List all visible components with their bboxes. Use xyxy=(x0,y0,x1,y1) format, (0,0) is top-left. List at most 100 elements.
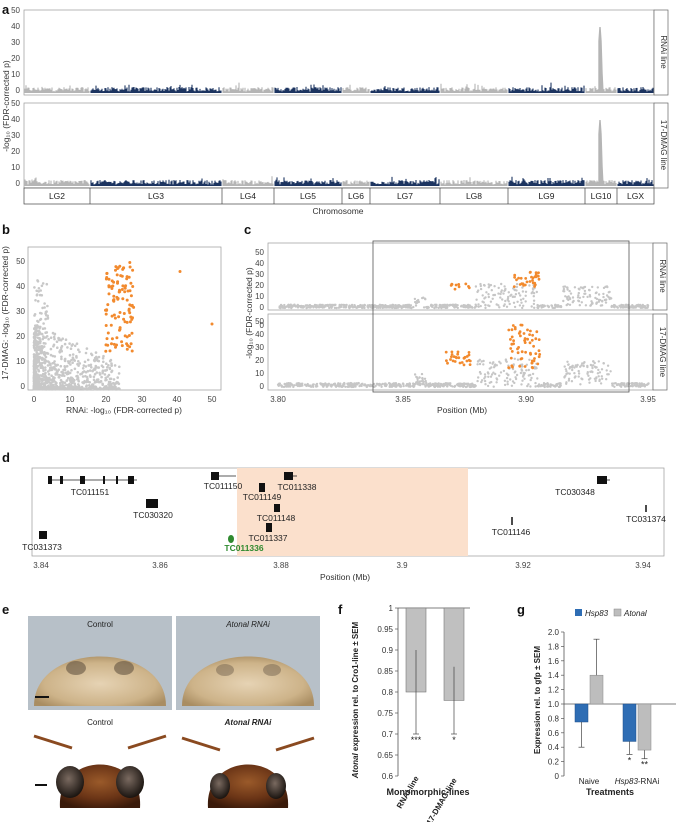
region-point xyxy=(483,297,486,300)
manhattan-chromosome-LG4 xyxy=(222,176,274,186)
region-point xyxy=(597,360,600,363)
photo-adult-atonal-rnai: Atonal RNAi xyxy=(176,714,320,808)
scatter-point xyxy=(65,383,68,387)
region-point xyxy=(495,381,498,384)
region-point xyxy=(477,359,480,363)
region-point xyxy=(566,286,569,289)
region-point xyxy=(397,304,401,308)
scatter-point xyxy=(82,364,86,367)
scatter-point xyxy=(75,342,79,346)
scatter-point xyxy=(81,375,85,378)
panel-c-rnai-points xyxy=(278,270,650,310)
region-point xyxy=(591,302,594,305)
region-point xyxy=(447,304,451,307)
g-bar-Atonal-Naive xyxy=(589,674,604,705)
region-point-significant xyxy=(457,283,461,286)
region-point-significant xyxy=(445,359,448,362)
region-point xyxy=(507,373,510,376)
scatter-point xyxy=(54,368,58,371)
chromosome-label: LG6 xyxy=(348,191,364,201)
region-point xyxy=(422,306,426,309)
region-point xyxy=(602,292,605,296)
region-point xyxy=(594,379,597,383)
region-point xyxy=(364,383,367,387)
scatter-point-significant xyxy=(110,342,113,346)
region-point xyxy=(568,289,571,293)
region-point xyxy=(532,292,536,295)
region-point xyxy=(479,282,482,286)
g-ytick-label: 1.0 xyxy=(548,700,560,709)
scatter-point xyxy=(77,348,80,352)
scatter-point xyxy=(90,385,94,389)
scatter-point-significant xyxy=(120,340,124,344)
region-point-significant xyxy=(530,359,534,363)
panel-d-label: d xyxy=(2,450,10,465)
region-point xyxy=(477,376,480,379)
region-point xyxy=(439,384,442,387)
ytick: 10 xyxy=(16,357,25,366)
region-point xyxy=(533,306,536,309)
region-point xyxy=(280,384,283,387)
region-point xyxy=(314,304,318,307)
chromosome-label: LG3 xyxy=(148,191,164,201)
region-point xyxy=(468,383,472,386)
region-point xyxy=(515,289,518,292)
region-point xyxy=(475,298,478,301)
region-point xyxy=(378,303,382,306)
scatter-point-significant xyxy=(115,336,119,340)
scatter-point-significant xyxy=(121,267,125,271)
scatter-point xyxy=(55,386,59,390)
scatter-point xyxy=(43,382,47,386)
region-point xyxy=(573,366,576,369)
scatter-point xyxy=(109,358,113,362)
f-ytick-label: 0.75 xyxy=(377,709,393,718)
region-point xyxy=(566,288,569,291)
chromosome-label: LG2 xyxy=(49,191,65,201)
scatter-point xyxy=(38,341,42,345)
region-point-significant xyxy=(450,350,454,354)
region-point xyxy=(344,385,347,388)
region-point xyxy=(495,364,498,367)
region-point xyxy=(476,363,479,366)
region-point xyxy=(596,372,600,375)
region-point xyxy=(586,364,589,368)
region-point-significant xyxy=(512,339,515,343)
gene-TC011151: TC011151 xyxy=(48,476,137,497)
region-point xyxy=(573,286,577,289)
region-point xyxy=(489,375,493,378)
gene-label: TC011148 xyxy=(257,513,296,523)
region-point xyxy=(425,381,428,385)
scatter-point xyxy=(41,282,45,285)
xtick: 3.80 xyxy=(270,395,286,404)
scatter-point-significant xyxy=(106,343,110,347)
manhattan-chromosome-LG8 xyxy=(440,177,508,186)
panel-a-top-frame xyxy=(23,9,655,96)
scatter-point xyxy=(113,364,117,367)
region-point xyxy=(488,361,492,364)
chromosome-label: LG5 xyxy=(300,191,316,201)
region-point xyxy=(504,358,508,361)
region-point xyxy=(611,384,614,387)
scatter-point xyxy=(37,368,40,372)
scatter-point xyxy=(97,359,101,363)
region-point xyxy=(513,371,516,374)
scatter-point-significant xyxy=(178,270,182,273)
scatter-point xyxy=(71,343,74,346)
scatter-point xyxy=(98,373,102,376)
scatter-point xyxy=(100,375,103,379)
scatter-point xyxy=(42,341,46,345)
region-point xyxy=(351,385,355,388)
scatter-point xyxy=(71,386,74,389)
region-point-significant xyxy=(456,350,460,354)
region-point xyxy=(367,304,370,307)
region-point xyxy=(507,295,510,299)
region-point xyxy=(588,381,591,384)
region-point xyxy=(499,362,502,365)
region-point xyxy=(600,368,604,371)
region-point xyxy=(521,286,524,289)
scatter-point xyxy=(62,368,65,372)
panel-f-xlabel: Monomorphic-lines xyxy=(387,787,470,797)
region-point xyxy=(646,304,650,307)
region-point xyxy=(293,384,296,387)
region-point xyxy=(478,370,482,374)
